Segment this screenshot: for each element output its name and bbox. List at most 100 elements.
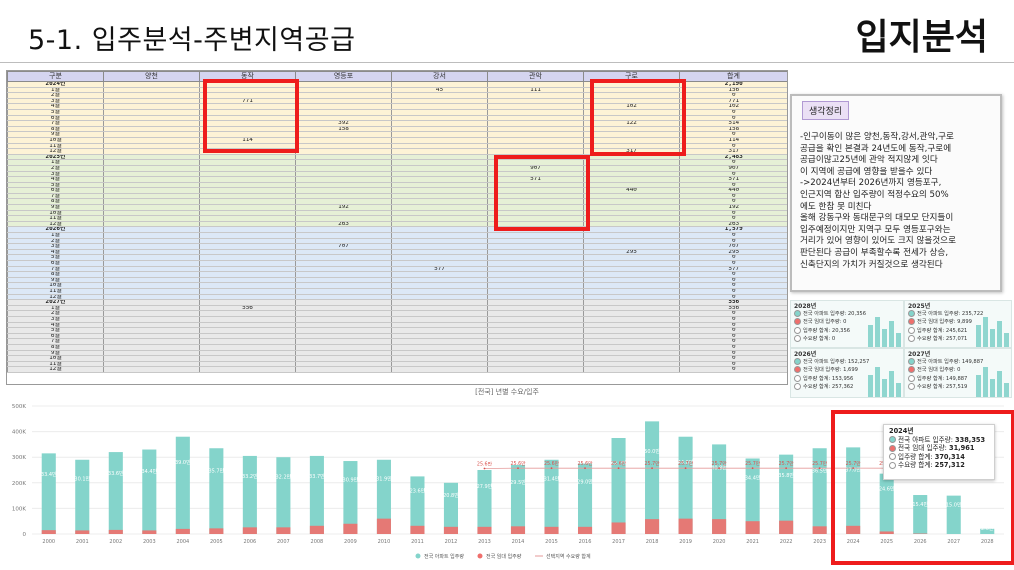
- table-cell: [295, 260, 392, 267]
- bar-apartment: [913, 495, 928, 534]
- bar-apartment: [443, 482, 459, 534]
- demand-label: 25.7만: [779, 460, 795, 467]
- table-cell: [103, 115, 200, 122]
- demand-point: [718, 467, 721, 470]
- table-cell: [391, 277, 488, 284]
- table-cell: [487, 350, 584, 357]
- bar-apartment: [108, 452, 123, 534]
- table-cell: [103, 154, 200, 161]
- table-row: 2월 0: [7, 92, 787, 99]
- table-cell: [199, 210, 296, 217]
- card-row-text: 전국 아파트 입주량: 149,887: [917, 359, 984, 366]
- table-cell: [199, 338, 296, 345]
- table-cell: 2024년: [7, 81, 104, 88]
- bar-apartment: [577, 463, 593, 534]
- bar-apartment: [477, 470, 492, 534]
- bar-rental: [376, 518, 391, 534]
- bar-apartment: [142, 449, 157, 534]
- y-tick-label: 300K: [12, 455, 26, 461]
- table-cell: 192: [679, 204, 787, 211]
- table-cell: [199, 294, 296, 301]
- table-cell: [583, 355, 680, 362]
- x-tick-label: 2020: [713, 539, 726, 545]
- table-cell: [295, 193, 392, 200]
- table-cell: 263: [295, 221, 392, 228]
- bar-rental: [175, 528, 190, 534]
- table-cell: [391, 333, 488, 340]
- tooltip-row: 전국 임대 입주량: 31,961: [889, 444, 989, 453]
- card-mini-bars: [976, 317, 1009, 347]
- bar-data-label: 15.0만: [946, 501, 962, 508]
- table-cell: 0: [679, 238, 787, 245]
- table-cell: [103, 131, 200, 138]
- notes-line: ->2024년부터 2026년까지 영등포구,: [800, 178, 942, 189]
- table-cell: 9월: [7, 350, 104, 357]
- tooltip-row: 전국 아파트 입주량: 338,353: [889, 436, 989, 445]
- table-cell: [583, 294, 680, 301]
- table-cell: [391, 115, 488, 122]
- table-cell: [199, 221, 296, 228]
- bar-rental: [410, 525, 425, 534]
- table-cell: [583, 221, 680, 228]
- column-header: 합계: [679, 71, 787, 82]
- table-cell: 0: [679, 232, 787, 239]
- table-cell: 102: [583, 103, 680, 110]
- notes-line: 공급이많고25년에 관악 적지않게 잇다: [800, 155, 938, 166]
- table-cell: [199, 249, 296, 256]
- card-row: 수요량 합계: 0: [791, 334, 903, 343]
- table-cell: [295, 210, 392, 217]
- table-cell: [103, 98, 200, 105]
- table-cell: 4월: [7, 103, 104, 110]
- table-cell: [391, 198, 488, 206]
- table-cell: [103, 305, 200, 312]
- table-cell: [391, 137, 488, 144]
- table-row: 11월 0: [7, 143, 787, 150]
- table-cell: 3월: [7, 243, 104, 250]
- table-cell: [199, 193, 296, 200]
- legend-dot-icon: [908, 358, 915, 366]
- table-cell: 0: [679, 294, 787, 301]
- table-cell: 771: [679, 98, 787, 105]
- table-cell: [487, 126, 584, 133]
- table-cell: 2027년: [7, 299, 104, 306]
- table-cell: [583, 271, 680, 278]
- table-cell: [103, 266, 200, 273]
- table-row: 7월 0: [7, 338, 787, 345]
- bar-rental: [142, 530, 157, 534]
- table-cell: [295, 366, 392, 373]
- table-cell: [103, 193, 200, 200]
- table-cell: [391, 182, 488, 189]
- table-cell: 907: [679, 165, 787, 172]
- table-cell: [103, 126, 200, 133]
- table-cell: [487, 260, 584, 267]
- bar-data-label: 31.4만: [544, 476, 560, 483]
- table-cell: 2월: [7, 310, 104, 317]
- table-cell: [295, 333, 392, 340]
- table-cell: [199, 154, 296, 161]
- bar-data-label: 36.5만: [812, 467, 828, 474]
- x-tick-label: 2008: [311, 539, 324, 545]
- chart-tooltip: 2024년 전국 아파트 입주량: 338,353 전국 임대 입주량: 31,9…: [883, 424, 995, 480]
- table-cell: [487, 305, 584, 312]
- table-cell: [391, 187, 488, 194]
- table-cell: [391, 131, 488, 138]
- table-cell: [103, 361, 200, 368]
- table-cell: [391, 344, 488, 351]
- table-cell: [487, 249, 584, 256]
- table-cell: 45: [391, 87, 488, 94]
- table-cell: [487, 193, 584, 200]
- table-cell: [583, 316, 680, 323]
- table-cell: 2026년: [7, 226, 104, 233]
- table-cell: [295, 215, 392, 222]
- card-row: 입주량 합계: 20,356: [791, 326, 903, 335]
- table-cell: [199, 333, 296, 340]
- table-cell: [199, 282, 296, 289]
- bar-data-label: 29.0만: [577, 478, 593, 485]
- legend-dot-icon: [889, 453, 896, 460]
- table-cell: [199, 126, 296, 133]
- table-cell: [295, 154, 392, 161]
- table-cell: 2025년: [7, 154, 104, 161]
- x-tick-label: 2000: [42, 539, 55, 545]
- card-mini-bars: [868, 367, 901, 397]
- table-cell: [103, 103, 200, 110]
